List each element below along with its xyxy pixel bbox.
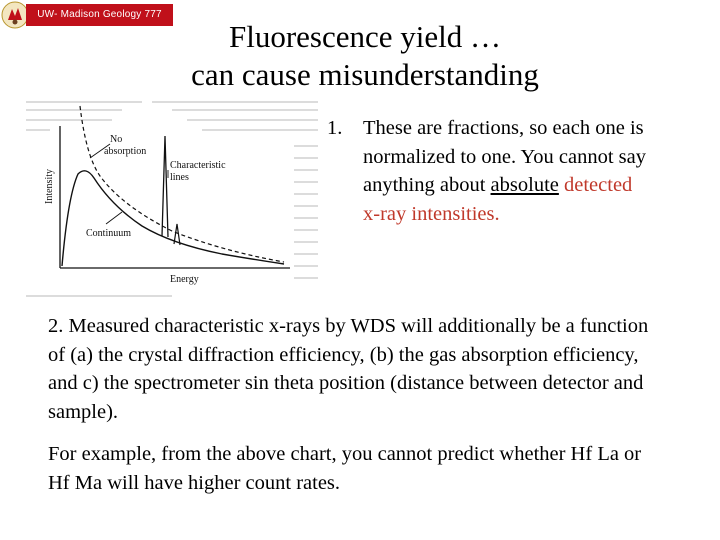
continuum-curve	[61, 170, 285, 267]
point-two-paragraph: 2. Measured characteristic x-rays by WDS…	[48, 315, 649, 423]
label-lines: lines	[170, 172, 189, 183]
point-one-red-text: detected x-ray intensities.	[363, 174, 633, 225]
label-continuum: Continuum	[86, 228, 131, 239]
label-characteristic: Characteristic	[170, 160, 226, 171]
slide-title-line-2: can cause misunderstanding	[191, 57, 539, 92]
label-intensity: Intensity	[44, 169, 55, 204]
slide-title-line-1: Fluorescence yield …	[228, 19, 502, 54]
point-one-text: These are fractions, so each one is norm…	[363, 114, 647, 228]
slide-title: Fluorescence yield … can cause misunders…	[150, 18, 580, 94]
label-energy: Energy	[170, 274, 199, 285]
continuum-arrow	[105, 211, 123, 225]
point-one-underlined-word: absolute	[490, 174, 559, 196]
no-absorption-curve	[79, 105, 285, 263]
label-no: No	[110, 134, 122, 145]
scanned-text-texture	[26, 101, 318, 297]
point-one-text-plain: These are fractions, so each one is norm…	[363, 117, 646, 196]
example-paragraph: For example, from the above chart, you c…	[48, 443, 642, 494]
point-one-number: 1.	[327, 117, 343, 139]
xray-spectrum-figure: No absorption Characteristic lines Conti…	[26, 101, 318, 297]
course-header-bar: UW- Madison Geology 777	[26, 4, 173, 26]
label-absorption: absorption	[104, 146, 146, 157]
characteristic-peak-tall	[161, 135, 169, 238]
no-absorption-arrow	[89, 143, 111, 159]
point-one: 1. These are fractions, so each one is n…	[327, 114, 647, 228]
characteristic-peak-small	[173, 223, 181, 246]
